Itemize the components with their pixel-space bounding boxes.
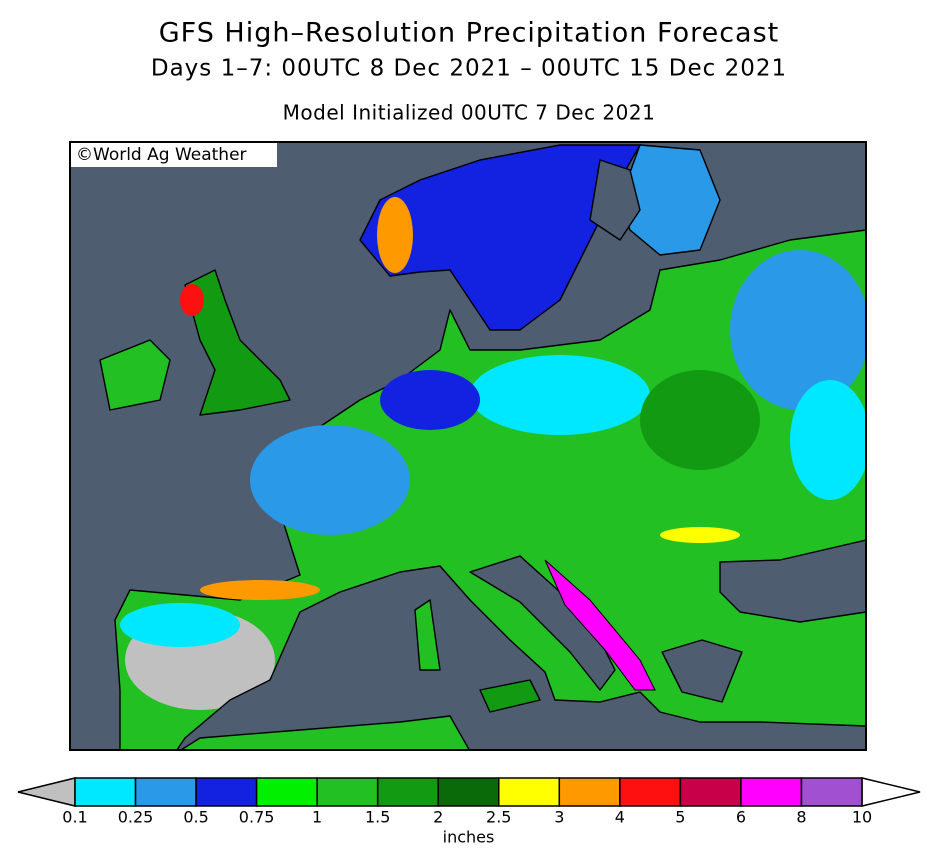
precip-area	[640, 370, 760, 470]
colorbar-under	[17, 777, 76, 807]
colorbar-box	[195, 777, 258, 807]
watermark-box	[71, 143, 277, 167]
ireland	[99, 339, 171, 411]
colorbar-box	[255, 777, 318, 807]
colorbar-over	[861, 777, 921, 807]
colorbar-tick-label: 4	[615, 808, 625, 827]
precip-area	[660, 527, 740, 543]
precip-area	[790, 380, 866, 500]
precip-area	[730, 250, 866, 410]
colorbar-box	[800, 777, 863, 807]
colorbar-tick-label: 0.1	[62, 808, 87, 827]
title: GFS High–Resolution Precipitation Foreca…	[159, 18, 780, 49]
map: ©World Ag Weather	[69, 141, 867, 751]
colorbar-box	[619, 777, 682, 807]
colorbar-tick-label: 3	[554, 808, 564, 827]
colorbar-tick-label: 10	[852, 808, 872, 827]
colorbar-tick-label: 6	[736, 808, 746, 827]
mediterranean	[175, 565, 866, 750]
colorbar-box	[437, 777, 500, 807]
colorbar-box	[376, 777, 439, 807]
precip-area	[200, 580, 320, 600]
subtitle: Days 1–7: 00UTC 8 Dec 2021 – 00UTC 15 De…	[151, 56, 787, 82]
colorbar-box	[134, 777, 197, 807]
colorbar-tick-label: 1	[312, 808, 322, 827]
britain	[184, 269, 291, 416]
precip-area	[250, 425, 410, 535]
aegean	[661, 639, 743, 703]
north-africa	[179, 715, 471, 750]
colorbar-tick-label: 1.5	[365, 808, 390, 827]
precip-area	[377, 197, 413, 273]
map-frame	[69, 141, 867, 751]
adriatic	[469, 555, 616, 691]
colorbar-box	[740, 777, 803, 807]
colorbar-tick-label: 0.75	[239, 808, 275, 827]
colorbar-box	[558, 777, 621, 807]
colorbar-tick-label: 5	[675, 808, 685, 827]
precip-area	[180, 284, 204, 316]
initialized: Model Initialized 00UTC 7 Dec 2021	[283, 101, 656, 125]
colorbar-tick-label: 2.5	[486, 808, 511, 827]
precip-area	[544, 559, 656, 691]
corsica-sardinia	[414, 599, 441, 671]
colorbar: 0.1 0.25 0.5 0.75 1 1.5 2 2.5 3 4 5 6 8 10 inches	[17, 777, 921, 847]
precip-area	[380, 370, 480, 430]
precip-area	[470, 355, 650, 435]
colorbar-tick-label: 2	[433, 808, 443, 827]
colorbar-tick-label: 0.5	[183, 808, 208, 827]
watermark: ©World Ag Weather	[76, 145, 247, 165]
scandinavia	[359, 144, 641, 331]
colorbar-box	[679, 777, 742, 807]
colorbar-tick-label: 0.25	[118, 808, 154, 827]
gulf-of-bothnia	[589, 159, 641, 241]
colorbar-box	[316, 777, 379, 807]
colorbar-tick-label: 8	[796, 808, 806, 827]
sicily	[479, 679, 541, 713]
colorbar-unit: inches	[443, 828, 495, 847]
black-sea	[719, 539, 866, 623]
colorbar-box	[498, 777, 561, 807]
colorbar-box	[74, 777, 137, 807]
precip-area	[120, 603, 240, 647]
